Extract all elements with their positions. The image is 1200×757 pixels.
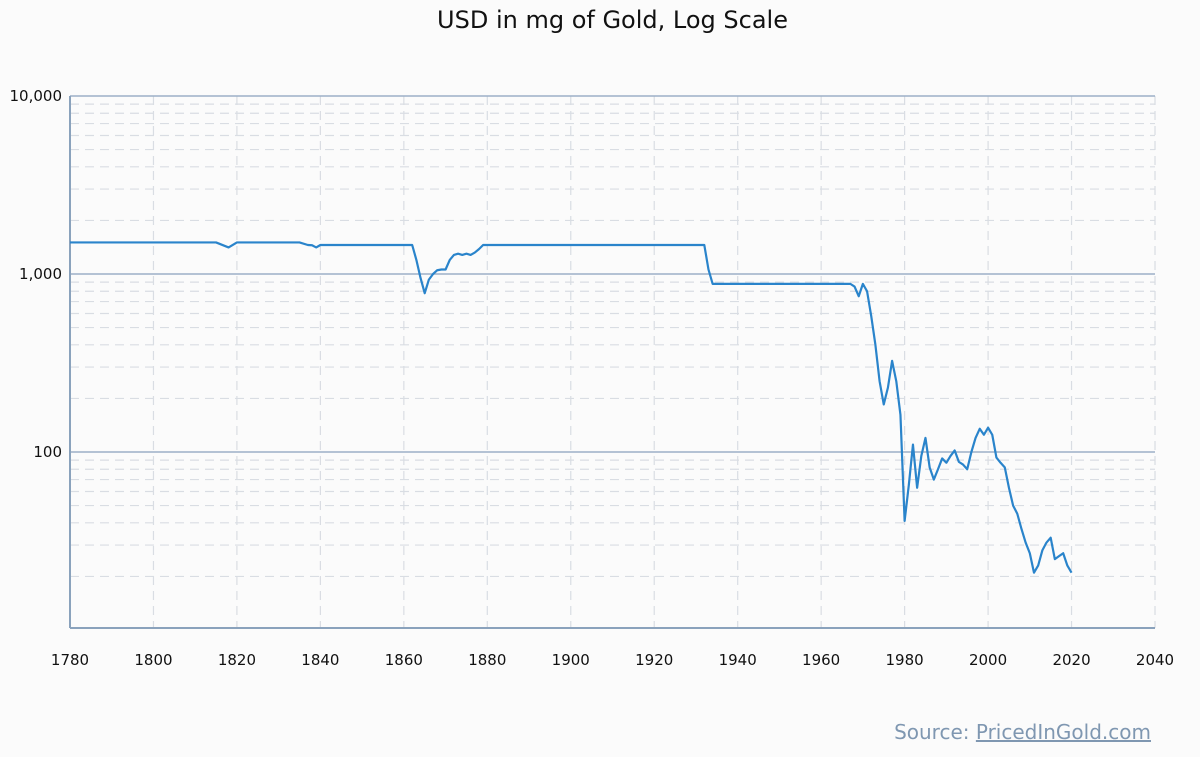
- source-link[interactable]: PricedInGold.com: [975, 720, 1151, 744]
- y-tick-label: 1,000: [19, 265, 62, 283]
- x-tick-label: 1880: [468, 651, 506, 669]
- chart-title: USD in mg of Gold, Log Scale: [437, 6, 788, 34]
- x-tick-label: 1860: [385, 651, 423, 669]
- x-tick-label: 2040: [1136, 651, 1174, 669]
- x-tick-label: 1920: [635, 651, 673, 669]
- y-tick-label: 10,000: [10, 87, 63, 105]
- x-tick-label: 2020: [1052, 651, 1090, 669]
- series-line: [70, 241, 1073, 574]
- source-prefix: Source:: [894, 720, 976, 744]
- x-tick-label: 1800: [134, 651, 172, 669]
- source-credit: Source: PricedInGold.com: [894, 720, 1151, 744]
- x-tick-label: 2000: [969, 651, 1007, 669]
- x-tick-label: 1840: [301, 651, 339, 669]
- x-tick-label: 1940: [719, 651, 757, 669]
- x-tick-label: 1900: [552, 651, 590, 669]
- x-tick-label: 1980: [886, 651, 924, 669]
- y-tick-label: 100: [33, 443, 62, 461]
- x-tick-label: 1820: [218, 651, 256, 669]
- x-tick-label: 1780: [51, 651, 89, 669]
- x-tick-label: 1960: [802, 651, 840, 669]
